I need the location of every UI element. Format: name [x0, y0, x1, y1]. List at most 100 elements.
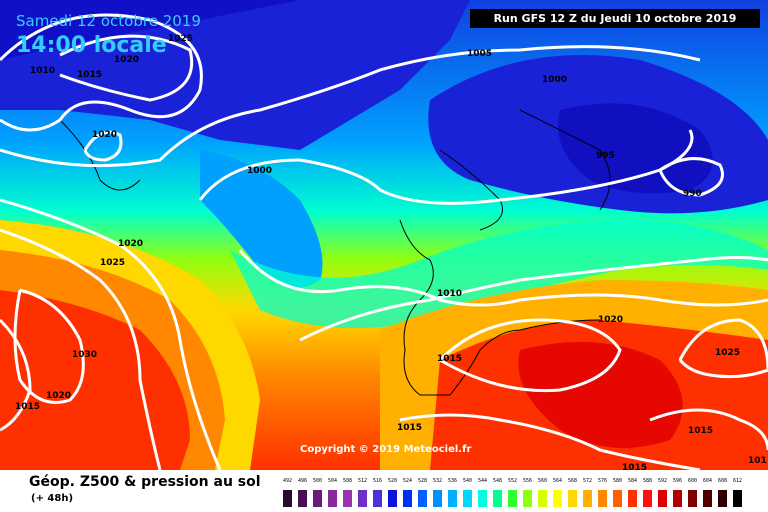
cyan-band [230, 220, 768, 328]
legend-level-label: 600 [688, 478, 698, 484]
legend-color-swatch [343, 490, 352, 507]
legend-color-swatch [313, 490, 322, 507]
model-run-label: Run GFS 12 Z du Jeudi 10 octobre 2019 [470, 9, 760, 28]
cold-core-scandinavia [558, 103, 713, 194]
legend-color-swatch [598, 490, 607, 507]
hot-core-mediterranean [518, 342, 683, 448]
isobar-label: 1020 [118, 239, 143, 249]
legend-level-label: 548 [493, 478, 503, 484]
legend-color-swatch [298, 490, 307, 507]
isobar-label: 1020 [46, 391, 71, 401]
isobar-label: 1030 [72, 350, 97, 360]
isobar-label: 1015 [622, 463, 647, 470]
pressure-labels: 1025 1010 1015 1020 1020 1005 1000 1000 … [15, 34, 767, 470]
chart-title: Géop. Z500 & pression au sol [29, 474, 261, 490]
legend-level-label: 500 [313, 478, 323, 484]
copyright: Copyright © 2019 Meteociel.fr [300, 444, 472, 455]
legend-level-label: 520 [388, 478, 398, 484]
trough-atlantic [200, 150, 323, 288]
legend-level-label: 540 [463, 478, 473, 484]
legend-color-swatch [658, 490, 667, 507]
legend-level-label: 584 [628, 478, 638, 484]
isobar-label: 1025 [168, 34, 193, 44]
legend-level-label: 536 [448, 478, 458, 484]
legend-level-label: 608 [718, 478, 728, 484]
isobar-label: 1010 [437, 289, 462, 299]
legend-level-label: 556 [523, 478, 533, 484]
legend-color-swatch [493, 490, 502, 507]
isobar-label: 1010 [30, 66, 55, 76]
legend-color-swatch [583, 490, 592, 507]
legend-level-label: 580 [613, 478, 623, 484]
legend-level-label: 612 [733, 478, 743, 484]
legend-color-swatch [358, 490, 367, 507]
legend-level-label: 596 [673, 478, 683, 484]
isobar-label: 1015 [437, 354, 462, 364]
isobar-label: 1005 [467, 49, 492, 59]
legend-color-swatch [718, 490, 727, 507]
legend-color-swatch [613, 490, 622, 507]
legend-level-label: 512 [358, 478, 368, 484]
legend-color-swatch [328, 490, 337, 507]
legend-level-label: 496 [298, 478, 308, 484]
legend-level-label: 568 [568, 478, 578, 484]
legend-level-label: 532 [433, 478, 443, 484]
legend-color-swatch [463, 490, 472, 507]
legend-level-label: 508 [343, 478, 353, 484]
isobar-label: 1025 [715, 348, 740, 358]
isobar-label: 1015 [77, 70, 102, 80]
legend-color-swatch [403, 490, 412, 507]
legend-color-swatch [703, 490, 712, 507]
legend-level-label: 504 [328, 478, 338, 484]
legend-color-swatch [523, 490, 532, 507]
legend-level-label: 564 [553, 478, 563, 484]
legend-level-label: 528 [418, 478, 428, 484]
cold-air-nw [0, 0, 300, 60]
legend-color-swatch [568, 490, 577, 507]
isobar-label: 101 [748, 456, 767, 466]
isobar-label: 1020 [598, 315, 623, 325]
color-scale-legend: 492 496 500 504 508 512 516 520 524 528 532 536 540 5… [283, 478, 751, 508]
legend-color-swatch [433, 490, 442, 507]
isobar-label: 1020 [114, 55, 139, 65]
isobar-label: 995 [596, 151, 615, 161]
legend-color-swatch [388, 490, 397, 507]
forecast-lead-time: (+ 48h) [31, 493, 74, 504]
weather-map: 1025 1010 1015 1020 1020 1005 1000 1000 … [0, 0, 768, 470]
legend-level-label: 492 [283, 478, 293, 484]
isobar-label: 1000 [247, 166, 272, 176]
valid-time: 14:00 locale [16, 33, 167, 58]
isobars [0, 13, 768, 470]
legend-level-label: 604 [703, 478, 713, 484]
legend-color-swatch [283, 490, 292, 507]
legend-level-label: 524 [403, 478, 413, 484]
isobar-label: 1000 [542, 75, 567, 85]
isobar-label: 1015 [15, 402, 40, 412]
warm-core-west [0, 290, 190, 470]
legend-color-swatch [673, 490, 682, 507]
legend-color-swatch [478, 490, 487, 507]
isobar-label: 1020 [92, 130, 117, 140]
legend-color-swatch [643, 490, 652, 507]
legend-level-label: 552 [508, 478, 518, 484]
legend-level-label: 592 [658, 478, 668, 484]
legend-color-swatch [373, 490, 382, 507]
legend-color-swatch [508, 490, 517, 507]
legend-color-swatch [733, 490, 742, 507]
isobar-label: 990 [683, 189, 702, 199]
legend-color-swatch [628, 490, 637, 507]
legend-level-label: 576 [598, 478, 608, 484]
isobar-label: 1025 [100, 258, 125, 268]
legend-color-swatch [448, 490, 457, 507]
legend-level-label: 544 [478, 478, 488, 484]
legend-color-swatch [418, 490, 427, 507]
isobar-label: 1015 [688, 426, 713, 436]
footer [0, 470, 768, 512]
legend-color-swatch [688, 490, 697, 507]
legend-level-label: 588 [643, 478, 653, 484]
legend-level-label: 560 [538, 478, 548, 484]
legend-level-label: 572 [583, 478, 593, 484]
legend-color-swatch [538, 490, 547, 507]
isobar-label: 1015 [397, 423, 422, 433]
valid-date: Samedi 12 octobre 2019 [16, 12, 201, 30]
